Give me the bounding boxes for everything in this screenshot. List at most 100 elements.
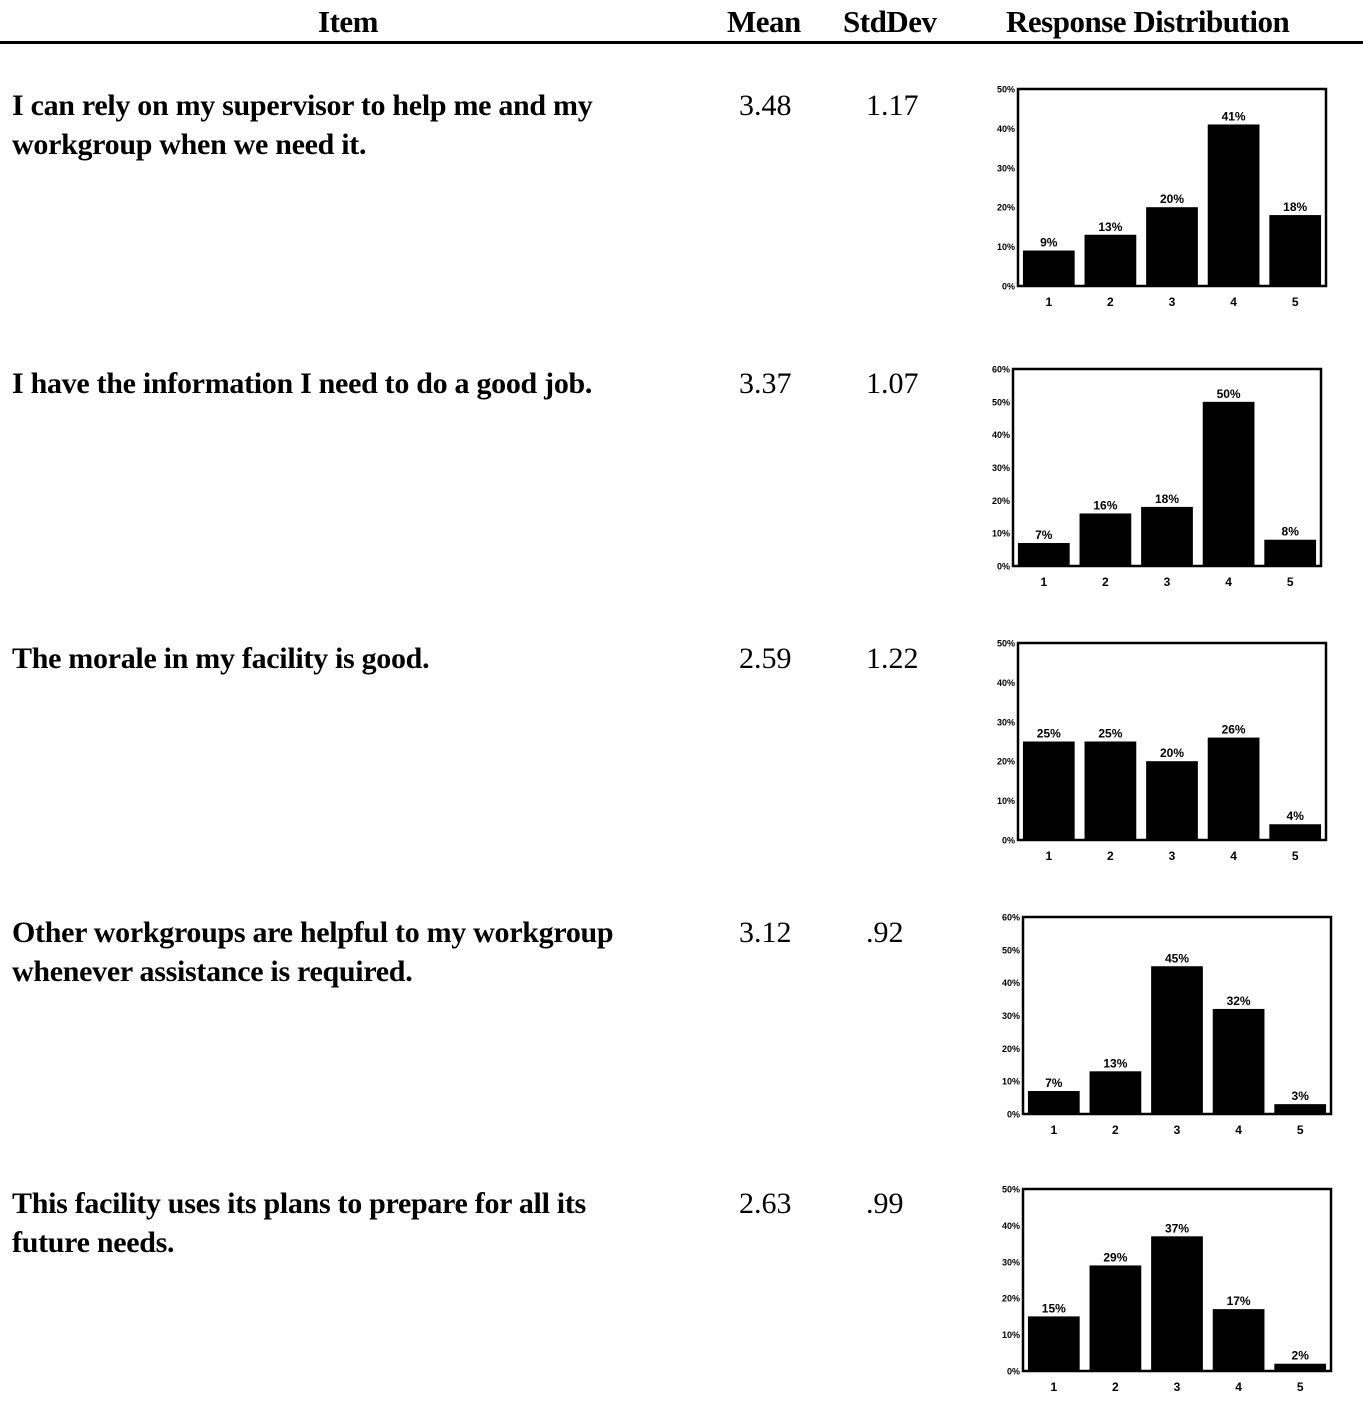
bar — [1022, 741, 1075, 840]
y-tick-label: 10% — [1002, 1077, 1020, 1087]
data-label: 13% — [1103, 1056, 1127, 1070]
data-label: 25% — [1037, 727, 1061, 741]
y-tick-label: 0% — [1002, 282, 1015, 292]
response-distribution-chart: 0% 10% 20% 30% 40% 50% 15% 1 29% 2 37% 3 17% 4 2% 5 — [1002, 1185, 1333, 1394]
y-tick-label: 60% — [1002, 913, 1020, 923]
y-tick-label: 50% — [997, 639, 1015, 649]
mean-value: 2.63 — [739, 1187, 792, 1220]
x-tick-label: 4 — [1230, 849, 1237, 863]
y-tick-label: 10% — [997, 242, 1015, 252]
response-distribution-chart: 0% 10% 20% 30% 40% 50% 60% 7% 1 13% 2 45% 3 32% 4 3% 5 — [1002, 913, 1333, 1137]
data-label: 29% — [1103, 1250, 1127, 1264]
x-tick-label: 5 — [1297, 1123, 1304, 1137]
x-tick-label: 2 — [1112, 1123, 1119, 1137]
x-tick-label: 1 — [1050, 1123, 1057, 1137]
response-distribution-chart: 0% 10% 20% 30% 40% 50% 9% 1 13% 2 20% 3 41% 4 18% 5 — [997, 85, 1328, 309]
y-tick-label: 30% — [997, 163, 1015, 173]
header-distribution: Response Distribution — [1006, 4, 1290, 39]
header-stddev: StdDev — [843, 4, 937, 39]
y-tick-label: 10% — [997, 796, 1015, 806]
x-tick-label: 1 — [1045, 295, 1052, 309]
stddev-value: .92 — [866, 916, 904, 949]
y-tick-label: 20% — [997, 757, 1015, 767]
y-tick-label: 50% — [992, 397, 1010, 407]
bar — [1212, 1309, 1265, 1371]
y-tick-label: 10% — [1002, 1330, 1020, 1340]
y-tick-label: 50% — [997, 85, 1015, 95]
data-label: 17% — [1227, 1294, 1251, 1308]
y-tick-label: 0% — [997, 562, 1010, 572]
mean-value: 3.48 — [739, 89, 792, 122]
data-label: 20% — [1160, 192, 1184, 206]
bar — [1202, 401, 1255, 566]
bar — [1084, 234, 1137, 286]
data-label: 7% — [1045, 1076, 1063, 1090]
x-tick-label: 4 — [1225, 575, 1232, 589]
bar — [1274, 1104, 1327, 1114]
x-tick-label: 4 — [1235, 1380, 1242, 1394]
y-tick-label: 30% — [1002, 1011, 1020, 1021]
data-label: 50% — [1217, 387, 1241, 401]
survey-row: Other workgroups are helpful to my workg… — [0, 913, 1363, 1153]
question-text: I can rely on my supervisor to help me a… — [12, 89, 593, 161]
bar — [1207, 737, 1260, 840]
x-tick-label: 3 — [1169, 849, 1176, 863]
response-distribution-chart: 0% 10% 20% 30% 40% 50% 60% 7% 1 16% 2 18% 3 50% 4 8% 5 — [992, 365, 1323, 589]
y-tick-label: 30% — [1002, 1257, 1020, 1267]
mean-value: 3.12 — [739, 916, 792, 949]
data-label: 32% — [1227, 994, 1251, 1008]
data-label: 15% — [1042, 1301, 1066, 1315]
data-label: 9% — [1040, 236, 1058, 250]
y-tick-label: 0% — [1002, 836, 1015, 846]
y-tick-label: 30% — [997, 717, 1015, 727]
mean-value: 3.37 — [739, 367, 792, 400]
y-tick-label: 20% — [1002, 1294, 1020, 1304]
y-tick-label: 50% — [1002, 1185, 1020, 1195]
bar — [1264, 539, 1317, 566]
data-label: 7% — [1035, 528, 1053, 542]
bar — [1269, 824, 1322, 840]
x-tick-label: 5 — [1297, 1380, 1304, 1394]
header-item: Item — [318, 4, 378, 39]
survey-row: This facility uses its plans to prepare … — [0, 1184, 1363, 1424]
bar — [1027, 1316, 1080, 1371]
bar — [1151, 1236, 1203, 1371]
x-tick-label: 5 — [1292, 849, 1299, 863]
data-label: 20% — [1160, 746, 1184, 760]
mean-value: 2.59 — [739, 642, 792, 675]
bar — [1146, 761, 1198, 840]
question-text: The morale in my facility is good. — [12, 642, 430, 675]
bar — [1027, 1091, 1080, 1114]
survey-row: The morale in my facility is good. 2.59 … — [0, 639, 1363, 879]
x-tick-label: 4 — [1235, 1123, 1242, 1137]
data-label: 8% — [1282, 525, 1300, 539]
y-tick-label: 10% — [992, 529, 1010, 539]
data-label: 2% — [1292, 1349, 1310, 1363]
x-tick-label: 2 — [1102, 575, 1109, 589]
bar — [1269, 215, 1322, 286]
bar — [1022, 250, 1075, 286]
x-tick-label: 1 — [1040, 575, 1047, 589]
y-tick-label: 40% — [1002, 1221, 1020, 1231]
y-tick-label: 0% — [1007, 1367, 1020, 1377]
data-label: 45% — [1165, 951, 1189, 965]
x-tick-label: 5 — [1292, 295, 1299, 309]
bar — [1212, 1008, 1265, 1114]
question-text: I have the information I need to do a go… — [12, 367, 593, 400]
bar — [1141, 506, 1193, 566]
data-label: 25% — [1098, 727, 1122, 741]
bar — [1084, 741, 1137, 840]
x-tick-label: 5 — [1287, 575, 1294, 589]
y-tick-label: 40% — [997, 124, 1015, 134]
x-tick-label: 4 — [1230, 295, 1237, 309]
survey-row: I can rely on my supervisor to help me a… — [0, 85, 1363, 326]
header-rule — [0, 41, 1363, 44]
y-tick-label: 50% — [1002, 945, 1020, 955]
header-mean: Mean — [727, 4, 801, 39]
x-tick-label: 1 — [1050, 1380, 1057, 1394]
bar — [1089, 1071, 1142, 1114]
stddev-value: 1.17 — [866, 89, 919, 122]
data-label: 26% — [1222, 723, 1246, 737]
bar — [1151, 966, 1203, 1114]
data-label: 18% — [1155, 492, 1179, 506]
